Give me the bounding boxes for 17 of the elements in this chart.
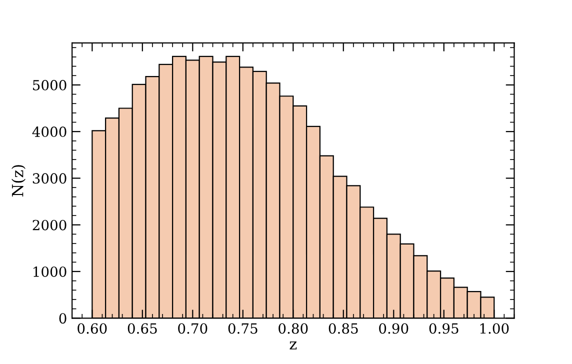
x-tick-label: 0.85 xyxy=(328,323,358,334)
y-tick-label: 2000 xyxy=(32,220,66,230)
y-axis-title: N(z) xyxy=(12,165,26,196)
x-axis-title: z xyxy=(290,342,297,350)
x-tick-label: 1.00 xyxy=(480,323,509,334)
x-tick-label: 0.90 xyxy=(379,323,408,334)
y-tick-label: 1000 xyxy=(34,266,66,277)
y-tick-label: 3000 xyxy=(32,173,66,184)
y-tick-label: 5000 xyxy=(33,80,66,90)
x-tick-label: 0.70 xyxy=(178,323,208,334)
x-tick-label: 0.65 xyxy=(128,323,157,334)
x-tick-label: 0.75 xyxy=(228,323,258,334)
y-tick-label: 4000 xyxy=(32,126,66,138)
x-tick-label: 0.80 xyxy=(278,323,308,334)
y-tick-label: 0 xyxy=(59,313,66,324)
x-tick-label: 0.60 xyxy=(78,323,107,334)
x-tick-label: 0.95 xyxy=(429,323,458,334)
